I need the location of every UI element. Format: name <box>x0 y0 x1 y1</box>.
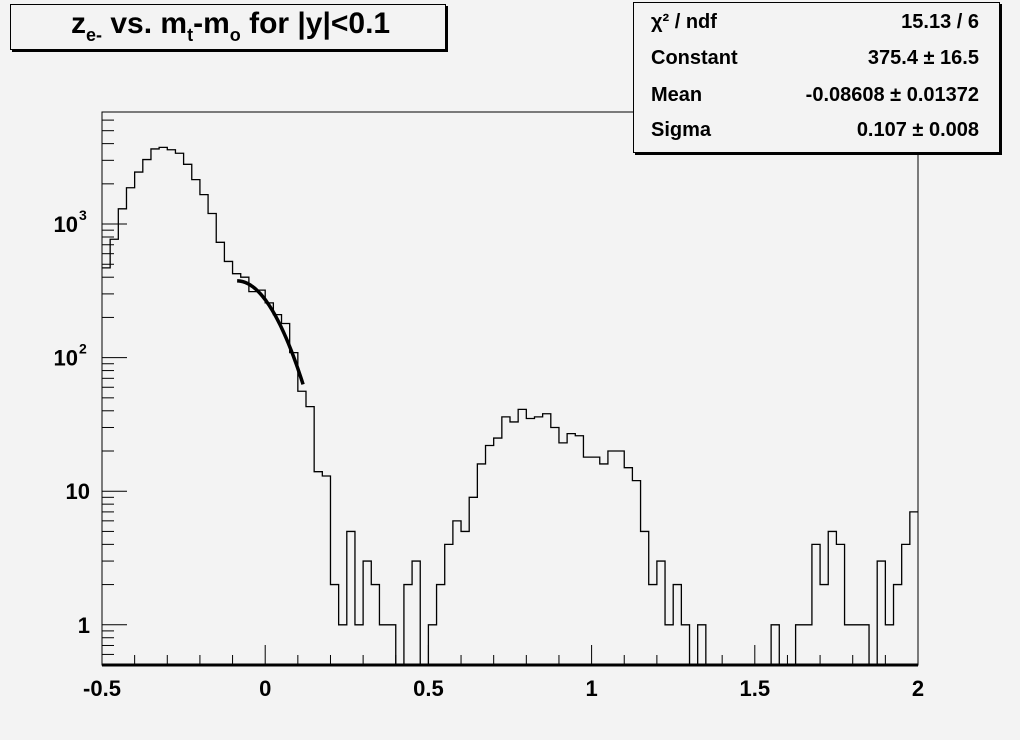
y-tick-label: 1 <box>78 613 90 638</box>
stats-row-chi2: χ² / ndf 15.13 / 6 <box>651 11 979 41</box>
stats-key: Sigma <box>651 119 712 141</box>
chart-title: ze- vs. mt-mo for |y|<0.1 <box>71 7 391 45</box>
stats-key: Constant <box>651 47 738 69</box>
gaussian-fit-curve <box>237 279 305 385</box>
fit-stats-box: χ² / ndf 15.13 / 6 Constant 375.4 ± 16.5 M… <box>633 2 1000 153</box>
y-tick-label: 10 <box>66 479 90 504</box>
stats-row-mean: Mean -0.08608 ± 0.01372 <box>651 84 979 114</box>
stats-row-constant: Constant 375.4 ± 16.5 <box>651 47 979 77</box>
x-tick-label: 0.5 <box>413 676 444 701</box>
stats-row-sigma: Sigma 0.107 ± 0.008 <box>651 119 979 149</box>
x-tick-label: 0 <box>259 676 271 701</box>
stats-value: 15.13 / 6 <box>901 11 979 33</box>
stats-value: 375.4 ± 16.5 <box>867 47 979 69</box>
histogram-line <box>102 146 918 666</box>
frame <box>101 111 919 666</box>
x-tick-label: 2 <box>912 676 924 701</box>
stats-value: -0.08608 ± 0.01372 <box>805 84 979 106</box>
x-tick-label: -0.5 <box>83 676 121 701</box>
x-tick-label: 1.5 <box>740 676 771 701</box>
y-tick-label: 10 <box>54 212 78 237</box>
stats-key: χ² / ndf <box>651 11 717 33</box>
stats-key: Mean <box>651 84 703 106</box>
stats-value: 0.107 ± 0.008 <box>856 119 979 141</box>
title-box: ze- vs. mt-mo for |y|<0.1 <box>10 4 446 50</box>
y-tick-label: 10 <box>54 346 78 371</box>
x-tick-label: 1 <box>585 676 597 701</box>
y-tick-exponent: 2 <box>79 341 87 357</box>
y-tick-exponent: 3 <box>79 207 87 223</box>
